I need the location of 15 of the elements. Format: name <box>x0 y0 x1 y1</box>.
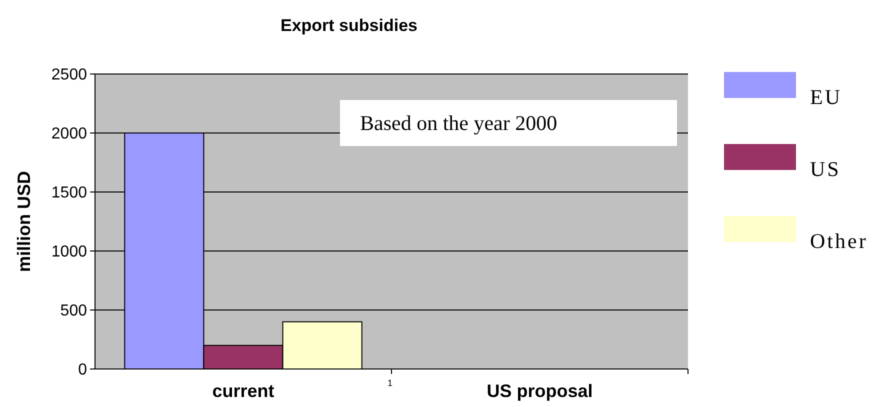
y-axis-title: million USD <box>14 170 34 272</box>
x-tick-label: current <box>212 381 274 401</box>
annotation: Based on the year 2000 <box>360 111 558 135</box>
text: 1 <box>387 378 393 388</box>
legend-label: US <box>810 157 841 181</box>
y-tick-label: 1000 <box>51 244 88 261</box>
legend-label: EU <box>810 85 842 109</box>
legend-label: Other <box>810 229 868 253</box>
y-tick-label: 2000 <box>51 126 88 143</box>
y-tick-label: 2500 <box>51 66 88 84</box>
x-tick-label: US proposal <box>486 381 593 401</box>
chart-title: Export subsidies <box>280 16 418 35</box>
y-tick-label: 1500 <box>51 184 88 202</box>
y-tick-label: 0 <box>78 362 88 379</box>
y-tick-label: 500 <box>60 302 88 320</box>
